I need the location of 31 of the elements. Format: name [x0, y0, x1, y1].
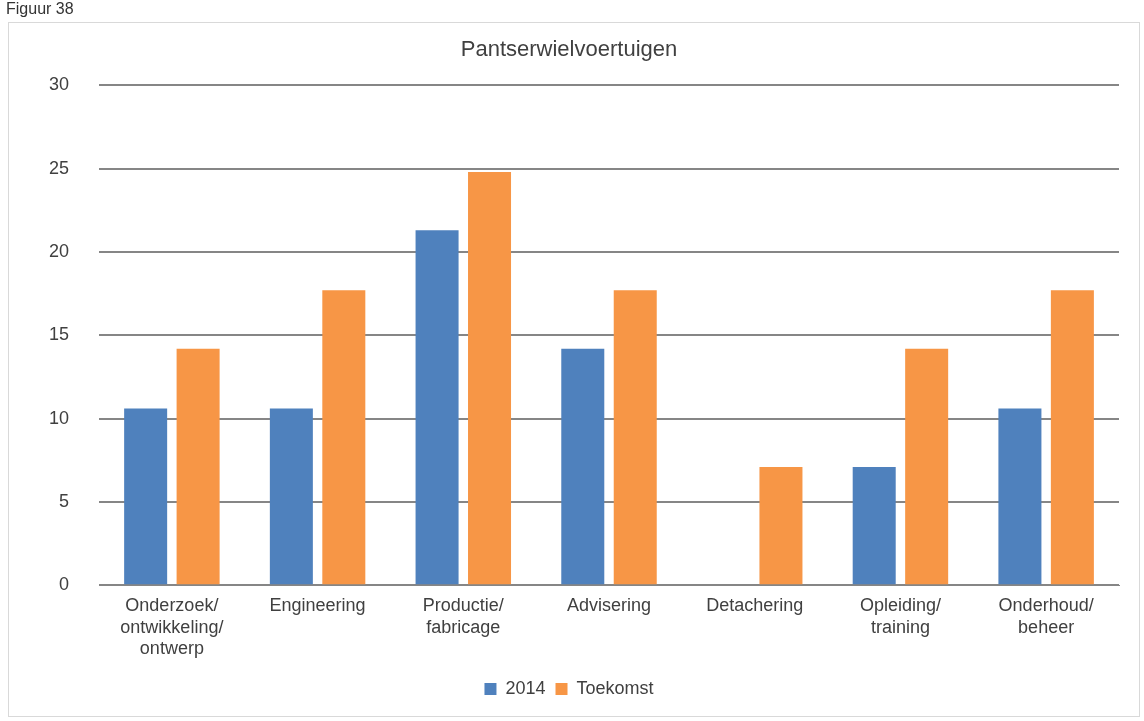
bar [124, 408, 168, 585]
y-tick-label: 30 [48, 74, 70, 95]
bar [322, 290, 366, 585]
bar [561, 348, 605, 585]
bar [468, 172, 512, 585]
bar [415, 230, 459, 585]
bar [176, 348, 220, 585]
x-tick-label: Detachering [706, 594, 804, 615]
x-tick-label: Productie/fabricage [422, 594, 504, 637]
legend-label: 2014 [505, 677, 546, 698]
bar [852, 466, 896, 585]
x-tick-label: Opleiding/training [859, 594, 941, 637]
bar [759, 466, 803, 585]
y-tick-label: 15 [48, 324, 70, 345]
x-tick-label: Advisering [566, 594, 652, 615]
bar [905, 348, 949, 585]
x-tick-label: Engineering [269, 594, 366, 615]
chart-title: Pantserwielvoertuigen [460, 36, 678, 62]
x-tick-label: Onderzoek/ontwikkeling/ontwerp [120, 594, 224, 659]
y-tick-label: 20 [48, 240, 70, 261]
legend-label: Toekomst [576, 677, 654, 698]
x-tick-label: Onderhoud/beheer [998, 594, 1094, 637]
y-tick-label: 5 [59, 490, 70, 511]
y-tick-label: 25 [48, 157, 70, 178]
text: Figuur 38 [6, 0, 74, 18]
bar [1050, 290, 1094, 585]
bar [269, 408, 313, 585]
bar [613, 290, 657, 585]
y-tick-label: 10 [48, 407, 70, 428]
y-tick-label: 0 [59, 574, 70, 595]
bar [998, 408, 1042, 585]
